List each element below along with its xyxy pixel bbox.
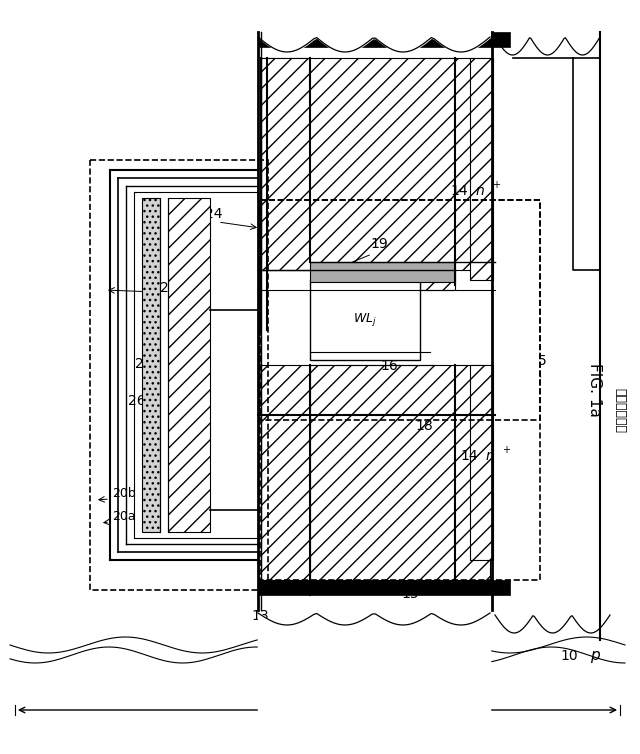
Bar: [260, 200, 540, 420]
Text: 5: 5: [538, 354, 547, 368]
Bar: [90, 160, 268, 590]
Text: 24: 24: [205, 207, 223, 221]
Text: 15: 15: [401, 587, 419, 601]
Text: n: n: [476, 184, 484, 198]
Text: 20a: 20a: [112, 510, 136, 523]
Text: $WL_j$: $WL_j$: [353, 311, 377, 329]
Text: 15: 15: [371, 11, 389, 25]
Bar: [490, 58, 600, 580]
Text: 2: 2: [160, 281, 169, 295]
Text: 10: 10: [560, 649, 578, 663]
Text: 17: 17: [400, 321, 418, 335]
Text: +: +: [492, 180, 500, 190]
Text: p: p: [590, 648, 600, 663]
Text: （従来技術）: （従来技術）: [614, 388, 627, 433]
Text: 14: 14: [460, 449, 477, 463]
Text: 16: 16: [380, 359, 397, 373]
Bar: [261, 58, 490, 270]
Bar: [310, 280, 420, 360]
Text: FIG. 1a: FIG. 1a: [588, 363, 602, 417]
Bar: [258, 580, 510, 595]
Bar: [168, 198, 210, 532]
Text: 25: 25: [135, 357, 152, 371]
Bar: [470, 365, 493, 560]
Bar: [310, 262, 455, 282]
Text: 22: 22: [192, 294, 209, 308]
Bar: [310, 365, 490, 580]
Text: 19: 19: [370, 237, 388, 251]
Text: 18: 18: [415, 419, 433, 433]
Text: 20b: 20b: [112, 487, 136, 500]
Text: n: n: [486, 449, 495, 463]
Text: 14: 14: [450, 184, 468, 198]
Text: +: +: [502, 445, 510, 455]
Bar: [258, 32, 510, 47]
Bar: [260, 200, 540, 580]
Bar: [470, 58, 493, 280]
Bar: [261, 365, 310, 580]
Text: 26: 26: [128, 394, 146, 408]
Bar: [261, 58, 310, 270]
Text: 6: 6: [316, 719, 324, 733]
Bar: [142, 198, 160, 532]
Bar: [420, 58, 455, 290]
Polygon shape: [513, 58, 600, 270]
Text: 13: 13: [251, 609, 269, 623]
